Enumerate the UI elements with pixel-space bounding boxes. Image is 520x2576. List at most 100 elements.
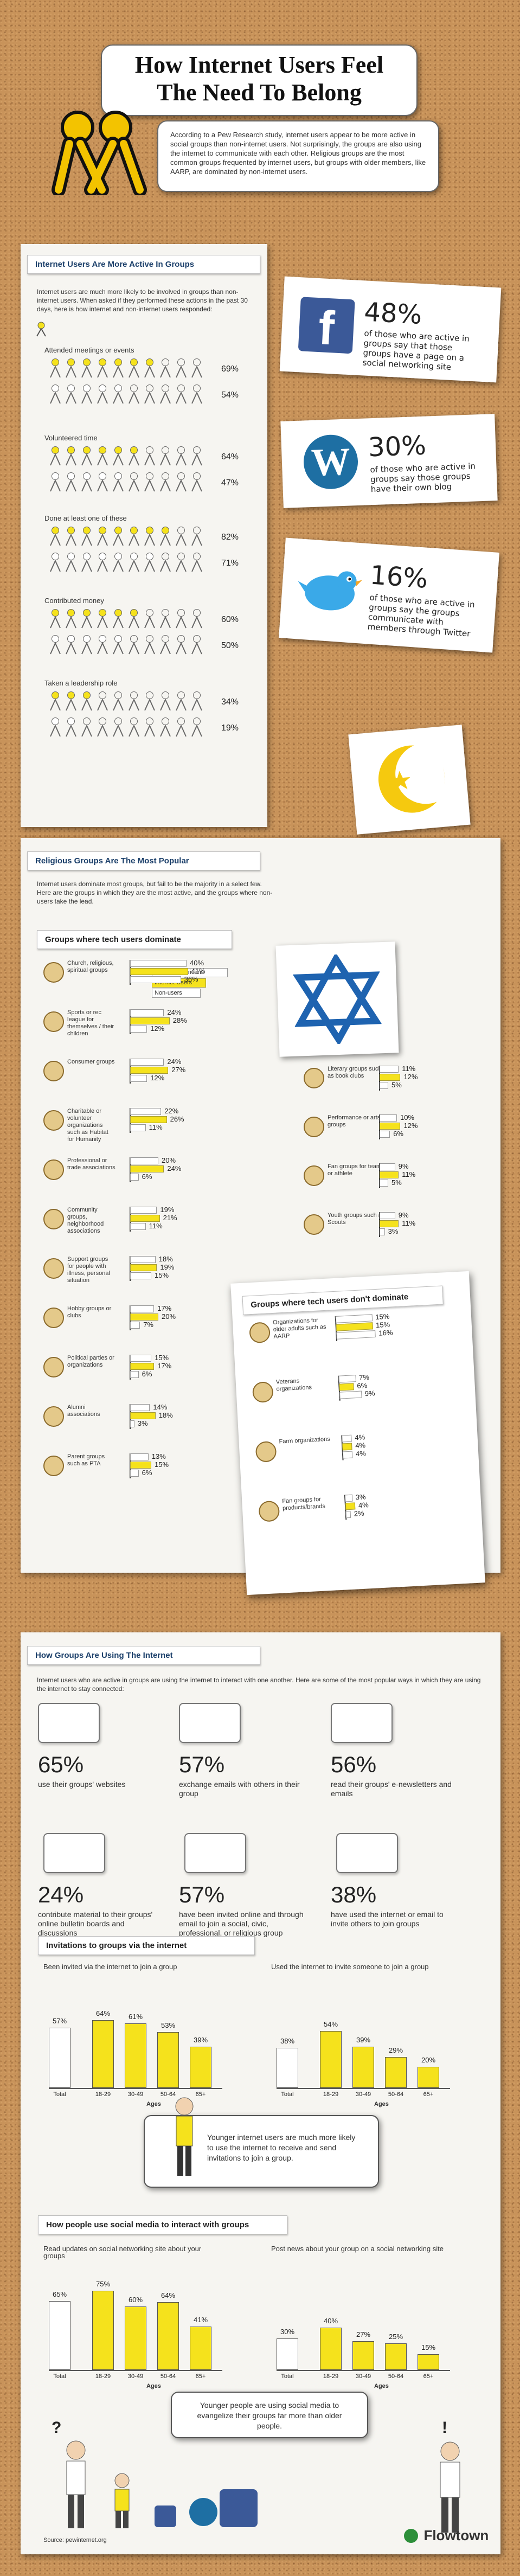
person-glyph: [50, 527, 61, 546]
internet-users-pictogram: [50, 609, 202, 629]
stat-text: have used the internet or email to invit…: [331, 1910, 444, 1928]
value-all: 10%: [400, 1113, 415, 1122]
group-icon: [43, 1357, 64, 1377]
person-glyph: [50, 717, 61, 737]
bar-all: [130, 1404, 150, 1411]
non-dominate-heading: Groups where tech users don't dominate: [242, 1285, 444, 1315]
person-glyph: [129, 472, 139, 492]
value-non: 3%: [388, 1227, 399, 1235]
bar-internet: [342, 1443, 352, 1451]
bar-internet: [130, 1412, 156, 1419]
person-glyph: [176, 446, 187, 466]
bar-all: [130, 1355, 151, 1362]
stat-text: read their groups' e-newsletters and ema…: [331, 1780, 452, 1798]
bar-all: [338, 1375, 356, 1383]
value-all: 18%: [158, 1255, 173, 1263]
bar-non: [380, 1082, 388, 1089]
bar-internet: [130, 1264, 157, 1271]
person-glyph: [66, 691, 76, 711]
group-label: Community groups, neighborhood associati…: [67, 1207, 104, 1234]
person-glyph: [144, 553, 155, 572]
bar-internet: [380, 1074, 401, 1081]
bar-non: [130, 1470, 139, 1477]
chart-bar: [418, 2067, 439, 2088]
facebook-card: f 48% of those who are active in groups …: [279, 276, 502, 383]
bar-non: [130, 1124, 146, 1131]
value-internet: 18%: [158, 1411, 173, 1419]
person-glyph: [191, 553, 202, 572]
person-glyph: [66, 385, 76, 404]
chart-bar: [125, 2023, 146, 2088]
person-glyph: [160, 385, 171, 404]
internet-user-legend-icon: [30, 321, 52, 337]
bar-internet: [380, 1220, 399, 1227]
person-glyph: [160, 635, 171, 655]
chart-bar: [277, 2047, 298, 2088]
person-glyph: [176, 635, 187, 655]
group-icon: [43, 1406, 64, 1427]
group-label: Farm organizations: [279, 1436, 330, 1445]
person-glyph: [129, 691, 139, 711]
value-internet: 26%: [170, 1115, 184, 1123]
person-glyph: [97, 553, 108, 572]
invitations-heading: Invitations to groups via the internet: [38, 1936, 255, 1955]
person-glyph: [176, 609, 187, 629]
religious-heading: Religious Groups Are The Most Popular: [27, 851, 260, 870]
bar-internet: [130, 1017, 170, 1024]
chart-value-label: 64%: [95, 2009, 111, 2018]
bar-internet: [130, 968, 188, 975]
value-non: 2%: [354, 1509, 364, 1518]
person-glyph: [50, 553, 61, 572]
person-glyph: [113, 609, 124, 629]
person-glyph: [113, 553, 124, 572]
person-glyph: [144, 635, 155, 655]
person-glyph: [129, 609, 139, 629]
bar-non: [380, 1180, 388, 1187]
value-internet: 6%: [357, 1381, 368, 1390]
active-heading: Internet Users Are More Active In Groups: [27, 255, 260, 274]
person-glyph: [50, 358, 61, 378]
value-internet: 15%: [375, 1320, 390, 1329]
chart-bar: [352, 2341, 374, 2370]
bar-all: [380, 1212, 395, 1219]
group-label: Youth groups such as Scouts: [328, 1212, 385, 1226]
group-icon: [304, 1117, 324, 1137]
bar-all: [130, 1108, 162, 1115]
group-icon: [255, 1440, 277, 1463]
chart-value-label: 20%: [421, 2056, 436, 2064]
chart-baseline: [277, 2088, 450, 2089]
flowtown-brand: Flowtown: [423, 2527, 489, 2543]
chart-value-label: 41%: [193, 2316, 208, 2324]
bar-all: [130, 1009, 164, 1016]
people-with-logos-illustration: [66, 2440, 258, 2528]
group-icon: [43, 962, 64, 983]
chart-category-label: 65+: [423, 2373, 434, 2380]
bar-all: [380, 1163, 395, 1170]
person-glyph: [176, 553, 187, 572]
person-glyph: [66, 446, 76, 466]
non-dominate-card: Groups where tech users don't dominate O…: [230, 1271, 485, 1595]
bar-non: [339, 1390, 362, 1399]
gmail-icon: [179, 1703, 241, 1743]
stat-pct: 65%: [38, 1752, 84, 1777]
value-non: 6%: [142, 1370, 152, 1378]
value-non: 6%: [393, 1130, 403, 1138]
bar-internet: [130, 1363, 155, 1370]
group-icon: [304, 1165, 324, 1186]
active-intro: Internet users are much more likely to b…: [37, 288, 248, 313]
non-pct: 19%: [221, 723, 239, 733]
chart-baseline: [49, 2088, 222, 2089]
value-all: 11%: [402, 1065, 416, 1073]
non-users-pictogram: [50, 553, 202, 572]
facebook-icon: f: [298, 297, 355, 355]
value-internet: 12%: [403, 1122, 418, 1130]
young-person-icon: [175, 2097, 194, 2176]
person-glyph: [81, 446, 92, 466]
person-glyph: [66, 472, 76, 492]
stat-text: exchange emails with others in their gro…: [179, 1780, 300, 1798]
bar-all: [342, 1434, 352, 1443]
intro-text: According to a Pew Research study, inter…: [170, 131, 426, 176]
group-icon: [43, 1061, 64, 1081]
value-internet: 19%: [160, 1263, 175, 1271]
star-of-david-icon: [292, 953, 382, 1046]
